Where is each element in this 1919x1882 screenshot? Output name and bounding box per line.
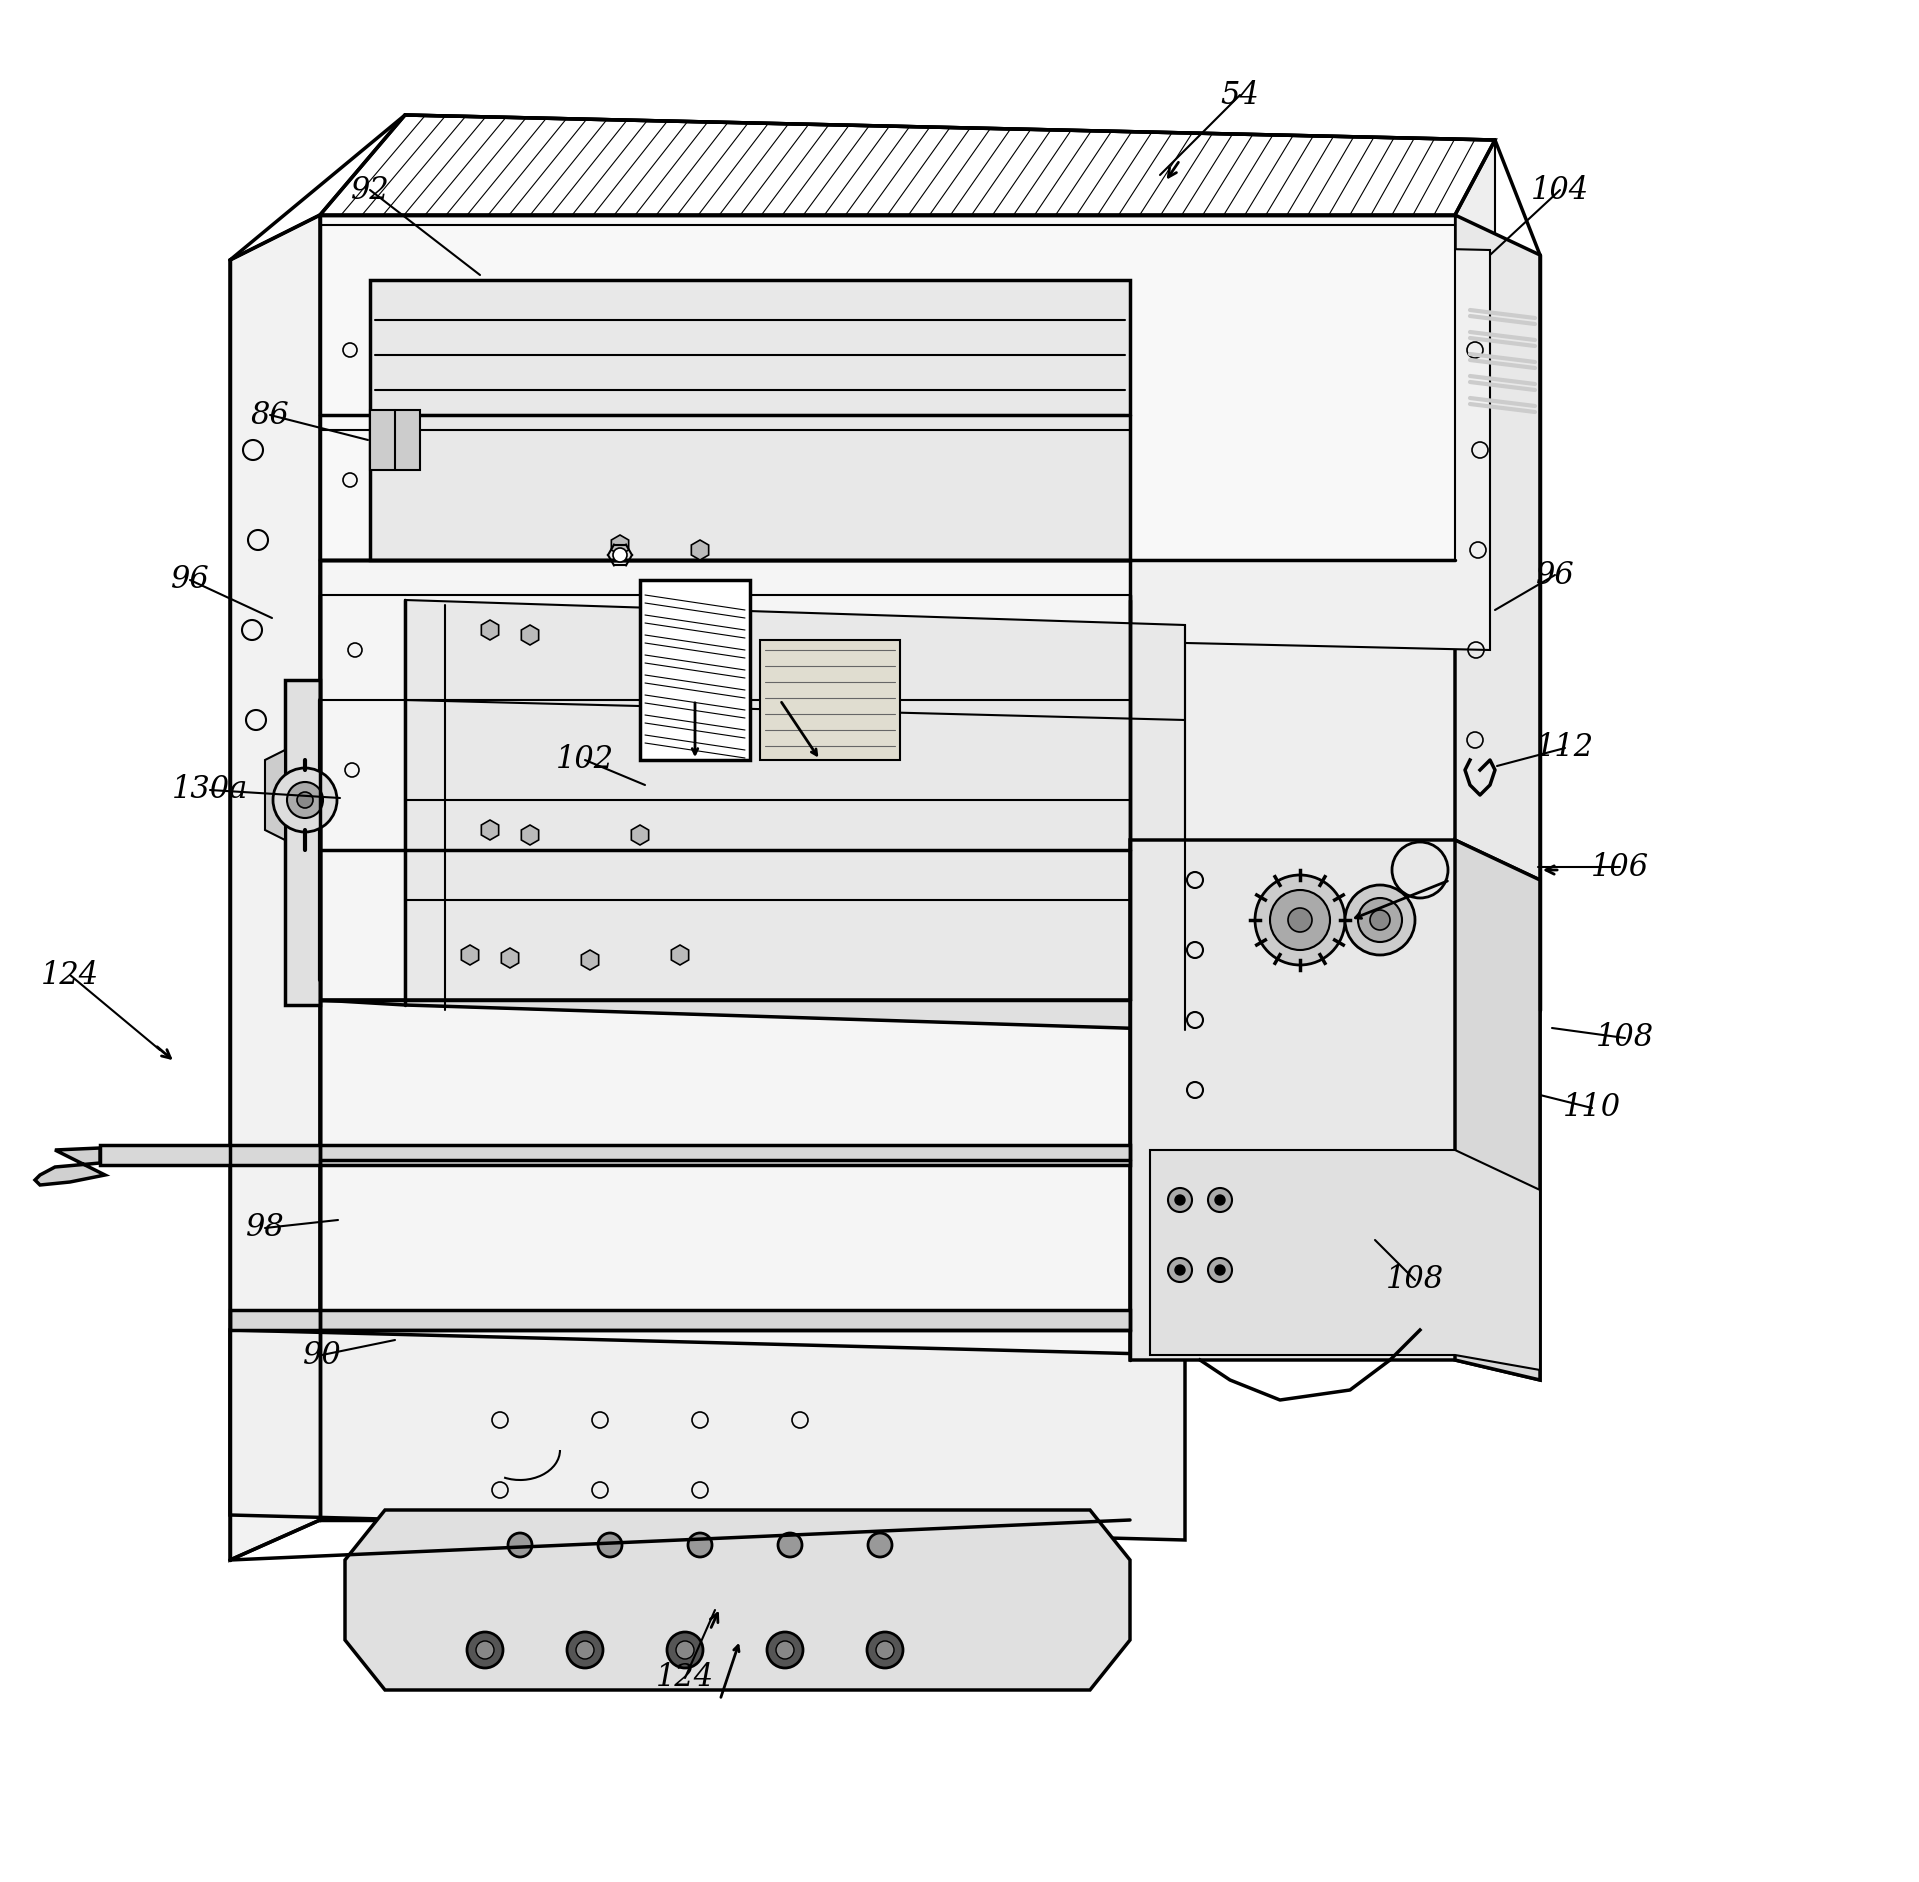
- Circle shape: [867, 1534, 892, 1556]
- Polygon shape: [100, 1144, 1130, 1165]
- Circle shape: [1169, 1188, 1192, 1212]
- Circle shape: [272, 768, 338, 832]
- Polygon shape: [370, 410, 420, 470]
- Text: 98: 98: [246, 1212, 284, 1244]
- Text: 104: 104: [1531, 175, 1589, 205]
- Polygon shape: [320, 561, 1130, 999]
- Polygon shape: [482, 619, 499, 640]
- Text: 110: 110: [1562, 1092, 1622, 1124]
- Polygon shape: [1130, 839, 1541, 1380]
- Polygon shape: [230, 1310, 1130, 1331]
- Text: 112: 112: [1535, 732, 1595, 764]
- Polygon shape: [345, 1509, 1130, 1690]
- Text: 108: 108: [1386, 1265, 1445, 1295]
- Polygon shape: [501, 949, 518, 967]
- Polygon shape: [691, 540, 708, 561]
- Circle shape: [297, 792, 313, 807]
- Text: 108: 108: [1597, 1022, 1654, 1054]
- Circle shape: [566, 1632, 603, 1667]
- Circle shape: [509, 1534, 532, 1556]
- Circle shape: [1288, 907, 1313, 932]
- Polygon shape: [522, 824, 539, 845]
- Polygon shape: [482, 821, 499, 839]
- Polygon shape: [612, 534, 629, 555]
- Text: 86: 86: [251, 399, 290, 431]
- Polygon shape: [286, 679, 320, 1005]
- Polygon shape: [35, 1148, 106, 1186]
- Polygon shape: [581, 950, 599, 969]
- Circle shape: [1215, 1195, 1224, 1204]
- Text: 130a: 130a: [173, 775, 248, 805]
- Text: 54: 54: [1220, 79, 1259, 111]
- Polygon shape: [641, 580, 750, 760]
- Circle shape: [466, 1632, 503, 1667]
- Polygon shape: [370, 280, 1130, 561]
- Polygon shape: [405, 226, 1489, 649]
- Polygon shape: [230, 1331, 1186, 1539]
- Circle shape: [1345, 885, 1414, 954]
- Polygon shape: [1149, 1150, 1541, 1370]
- Circle shape: [1370, 911, 1389, 930]
- Circle shape: [775, 1641, 794, 1660]
- Circle shape: [675, 1641, 695, 1660]
- Circle shape: [689, 1534, 712, 1556]
- Polygon shape: [320, 215, 1455, 561]
- Polygon shape: [760, 640, 900, 760]
- Text: 124: 124: [40, 960, 100, 990]
- Circle shape: [875, 1641, 894, 1660]
- Circle shape: [599, 1534, 622, 1556]
- Circle shape: [1207, 1188, 1232, 1212]
- Circle shape: [1174, 1195, 1186, 1204]
- Polygon shape: [320, 115, 1495, 215]
- Circle shape: [576, 1641, 595, 1660]
- Circle shape: [1174, 1265, 1186, 1274]
- Text: 92: 92: [351, 175, 390, 205]
- Circle shape: [1215, 1265, 1224, 1274]
- Circle shape: [668, 1632, 702, 1667]
- Circle shape: [1255, 875, 1345, 965]
- Text: 106: 106: [1591, 851, 1648, 883]
- Circle shape: [777, 1534, 802, 1556]
- Text: 102: 102: [557, 745, 614, 775]
- Text: 90: 90: [303, 1340, 342, 1370]
- Circle shape: [1207, 1257, 1232, 1282]
- Polygon shape: [1455, 215, 1541, 1011]
- Circle shape: [1359, 898, 1403, 943]
- Polygon shape: [320, 999, 1186, 1029]
- Polygon shape: [230, 215, 320, 1560]
- Polygon shape: [1455, 839, 1541, 1380]
- Polygon shape: [405, 600, 1186, 1029]
- Text: 124: 124: [656, 1662, 714, 1694]
- Text: 96: 96: [171, 565, 209, 595]
- Polygon shape: [522, 625, 539, 646]
- Text: 96: 96: [1535, 559, 1574, 591]
- Circle shape: [768, 1632, 802, 1667]
- Circle shape: [1270, 890, 1330, 950]
- Circle shape: [1169, 1257, 1192, 1282]
- Circle shape: [612, 548, 628, 563]
- Polygon shape: [461, 945, 478, 965]
- Circle shape: [476, 1641, 493, 1660]
- Circle shape: [867, 1632, 904, 1667]
- Polygon shape: [320, 999, 1130, 1521]
- Polygon shape: [672, 945, 689, 965]
- Polygon shape: [405, 115, 1495, 869]
- Polygon shape: [631, 824, 649, 845]
- Circle shape: [288, 783, 322, 819]
- Polygon shape: [265, 751, 286, 839]
